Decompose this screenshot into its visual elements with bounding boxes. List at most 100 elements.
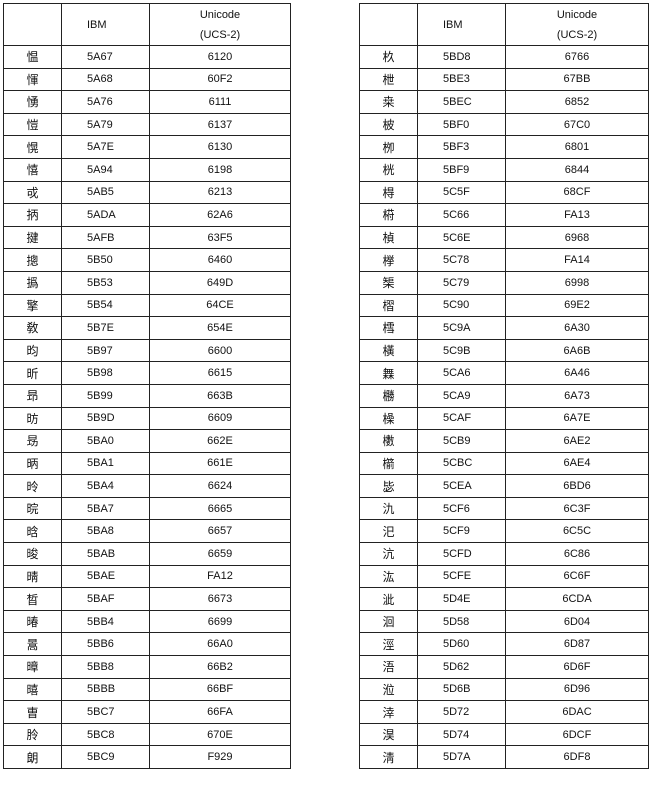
table-row: 桒 5BEC 6852 <box>359 90 649 114</box>
character-cell: 曺 <box>3 700 62 724</box>
unicode-cell: 6C5C <box>505 519 649 544</box>
character-cell: 楨 <box>359 225 418 250</box>
unicode-cell: 66FA <box>149 700 291 724</box>
unicode-cell: 6615 <box>149 361 291 385</box>
ibm-code-cell: 5BEC <box>417 90 506 114</box>
character-cell: 汜 <box>359 519 418 544</box>
table-row: 橳 5CA9 6A73 <box>359 383 649 408</box>
character-cell: 涬 <box>359 700 418 724</box>
ibm-code-cell: 5BF0 <box>417 112 506 137</box>
table-row: 氿 5CF6 6C3F <box>359 496 649 521</box>
ibm-code-cell: 5B50 <box>61 248 150 272</box>
unicode-cell: 66B2 <box>149 655 291 679</box>
ibm-code-cell: 5B98 <box>61 361 150 385</box>
character-cell: 昞 <box>3 451 62 476</box>
header-ibm: IBM <box>61 3 150 46</box>
table-row: 橆 5CA6 6A46 <box>359 361 649 385</box>
ibm-code-cell: 5C9A <box>417 316 506 340</box>
unicode-cell: 6624 <box>149 474 291 498</box>
character-cell: 昻 <box>3 383 62 408</box>
unicode-cell: F929 <box>149 745 291 769</box>
ibm-code-cell: 5BAB <box>61 542 150 566</box>
character-cell: 洄 <box>359 609 418 634</box>
character-cell: 昤 <box>3 474 62 498</box>
unicode-cell: 69E2 <box>505 293 649 318</box>
character-cell: 暿 <box>3 677 62 702</box>
unicode-cell: 663B <box>149 383 291 408</box>
ibm-code-cell: 5CA9 <box>417 383 506 408</box>
table-row: 槢 5C90 69E2 <box>359 293 649 318</box>
character-cell: 愰 <box>3 135 62 159</box>
table-row: 暿 5BBB 66BF <box>3 677 291 702</box>
ibm-code-cell: 5AFB <box>61 225 150 250</box>
ibm-code-cell: 5BA0 <box>61 429 150 453</box>
ibm-code-cell: 5CA6 <box>417 361 506 385</box>
table-row: 洄 5D58 6D04 <box>359 609 649 634</box>
header-unicode-line2: (UCS-2) <box>199 28 241 41</box>
unicode-cell: 66BF <box>149 677 291 702</box>
header-ibm: IBM <box>417 3 506 46</box>
ibm-code-cell: 5CF6 <box>417 496 506 521</box>
character-cell: 淸 <box>359 745 418 769</box>
character-cell: 橫 <box>359 338 418 363</box>
character-cell: 朗 <box>3 745 62 769</box>
character-cell: 戓 <box>3 180 62 205</box>
table-row: 晙 5BAB 6659 <box>3 542 291 566</box>
ibm-code-cell: 5CFD <box>417 542 506 566</box>
unicode-cell: 6659 <box>149 542 291 566</box>
unicode-cell: 64CE <box>149 293 291 318</box>
unicode-cell: 6D96 <box>505 677 649 702</box>
character-cell: 櫤 <box>359 451 418 476</box>
ibm-code-cell: 5B54 <box>61 293 150 318</box>
table-row: 愠 5A67 6120 <box>3 45 291 69</box>
character-cell: 揵 <box>3 225 62 250</box>
ibm-code-cell: 5A79 <box>61 112 150 137</box>
unicode-cell: 6968 <box>505 225 649 250</box>
unicode-cell: 6BD6 <box>505 474 649 498</box>
unicode-cell: 6460 <box>149 248 291 272</box>
ibm-code-cell: 5D62 <box>417 655 506 679</box>
unicode-cell: FA13 <box>505 203 649 227</box>
table-row: 昮 5BA0 662E <box>3 429 291 453</box>
unicode-cell: 661E <box>149 451 291 476</box>
table-row: 戓 5AB5 6213 <box>3 180 291 205</box>
ibm-code-cell: 5C66 <box>417 203 506 227</box>
ibm-code-cell: 5D60 <box>417 632 506 657</box>
character-cell: 晳 <box>3 587 62 611</box>
table-row: 栁 5BF3 6801 <box>359 135 649 159</box>
unicode-cell: 6852 <box>505 90 649 114</box>
character-cell: 槢 <box>359 293 418 318</box>
header-unicode-line1: Unicode <box>556 8 598 21</box>
unicode-cell: 62A6 <box>149 203 291 227</box>
character-cell: 惲 <box>3 67 62 92</box>
table-row: 摠 5B50 6460 <box>3 248 291 272</box>
character-cell: 枻 <box>359 67 418 92</box>
table-row: 橫 5C9B 6A6B <box>359 338 649 363</box>
character-cell: 涇 <box>359 632 418 657</box>
ibm-code-cell: 5BB4 <box>61 609 150 634</box>
table-row: 朎 5BC8 670E <box>3 722 291 747</box>
table-row: 曺 5BC7 66FA <box>3 700 291 724</box>
table-row: 淏 5D74 6DCF <box>359 722 649 747</box>
table-row: 撝 5B53 649D <box>3 270 291 295</box>
unicode-cell: 6673 <box>149 587 291 611</box>
ibm-code-cell: 5CAF <box>417 406 506 431</box>
table-row: 惲 5A68 60F2 <box>3 67 291 92</box>
table-row: 柀 5BF0 67C0 <box>359 112 649 137</box>
character-cell: 晗 <box>3 519 62 544</box>
character-cell: 棏 <box>359 180 418 205</box>
unicode-cell: 6137 <box>149 112 291 137</box>
character-cell: 橾 <box>359 406 418 431</box>
unicode-cell: 6120 <box>149 45 291 69</box>
table-row: 﨔 5C78 FA14 <box>359 248 649 272</box>
unicode-cell: 662E <box>149 429 291 453</box>
ibm-code-cell: 5BA1 <box>61 451 150 476</box>
ibm-code-cell: 5BA8 <box>61 519 150 544</box>
unicode-cell: 654E <box>149 316 291 340</box>
header-row: IBM Unicode (UCS-2) <box>359 3 649 46</box>
character-cell: 抦 <box>3 203 62 227</box>
table-row: 汜 5CF9 6C5C <box>359 519 649 544</box>
header-char <box>359 3 418 46</box>
table-row: 沆 5CFD 6C86 <box>359 542 649 566</box>
unicode-cell: FA12 <box>149 564 291 589</box>
